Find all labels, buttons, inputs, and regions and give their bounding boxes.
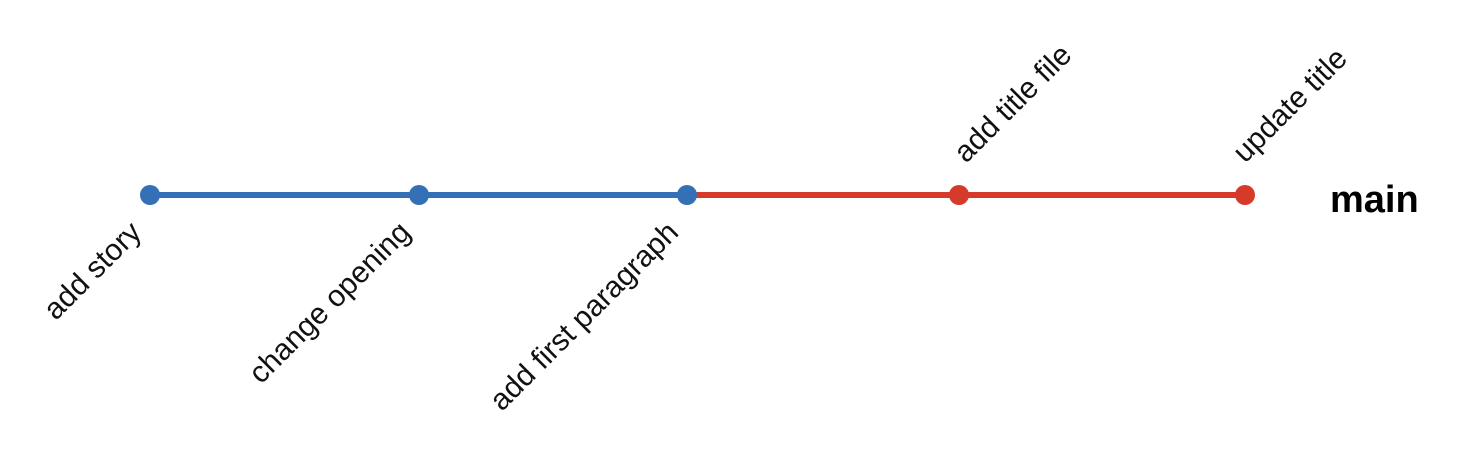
commit-dot[interactable] (677, 185, 697, 205)
commit-dot[interactable] (140, 185, 160, 205)
commit-label-change-opening: change opening (243, 216, 417, 390)
commit-label-add-first-paragraph: add first paragraph (484, 216, 685, 417)
branch-name-label: main (1330, 179, 1419, 221)
commit-label-add-title-file: add title file (948, 38, 1079, 169)
commit-dot[interactable] (409, 185, 429, 205)
commit-label-update-title: update title (1227, 42, 1354, 169)
commit-label-add-story: add story (37, 216, 148, 327)
commit-dot[interactable] (1235, 185, 1255, 205)
commit-dot[interactable] (949, 185, 969, 205)
